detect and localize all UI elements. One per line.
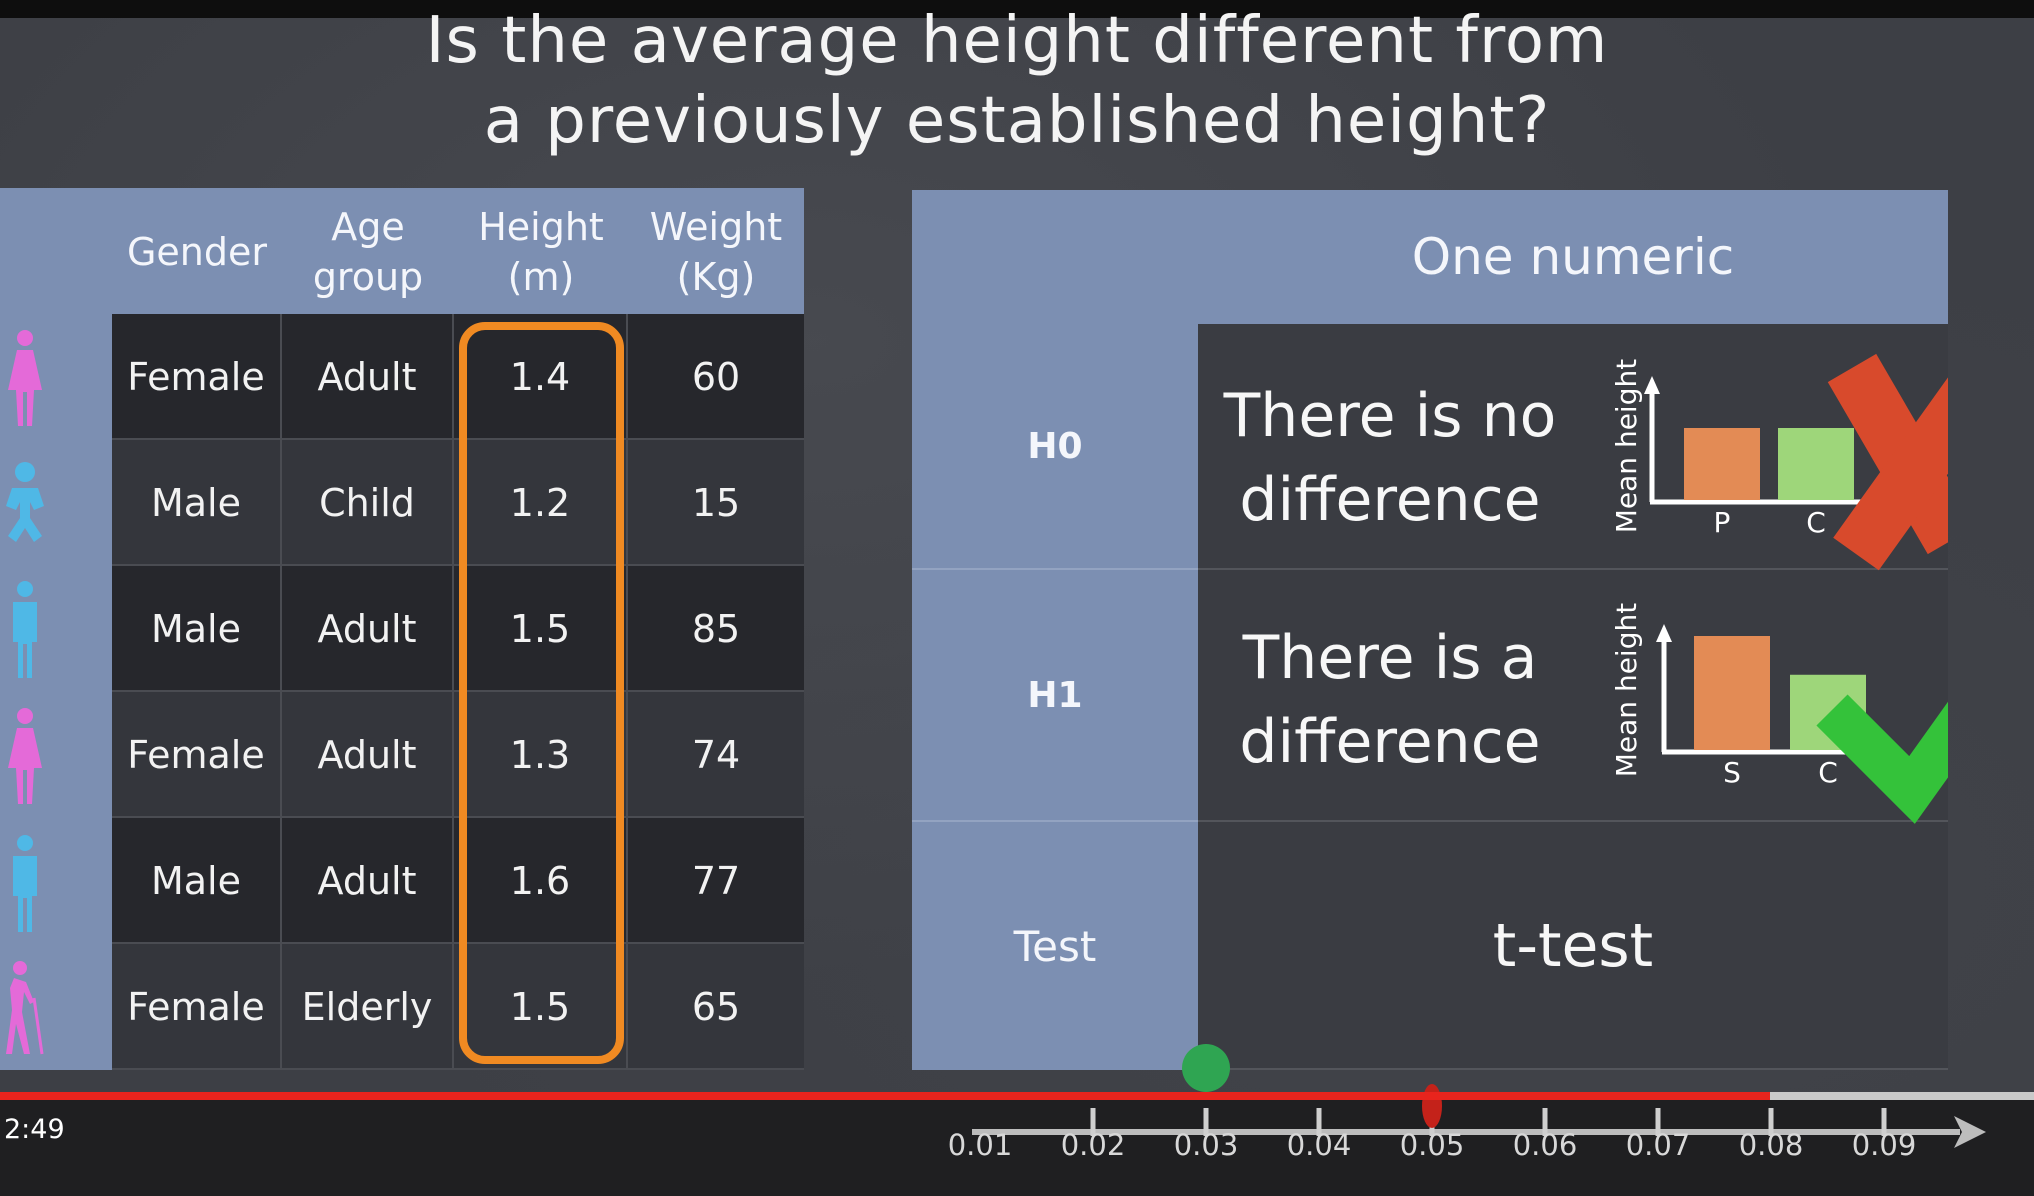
video-progress-fill [0,1092,1770,1100]
axis-tick-label: 0.07 [1625,1128,1691,1162]
axis-tick-label: 0.09 [1851,1128,1917,1162]
axis-tick-label: 0.04 [1286,1128,1352,1162]
cell-gender: Male [112,818,282,944]
cell-gender: Male [112,440,282,566]
axis-arrow [1954,1116,1986,1148]
cell-weight: 74 [691,733,741,777]
red-marker [1422,1084,1442,1128]
video-progress-bar[interactable] [0,1092,2034,1100]
header-age-group: Age group [312,205,424,299]
test-value: t-test [1492,911,1654,981]
cell-weight: 77 [691,859,741,903]
elderly-person-icon [6,961,44,1055]
test-label: Test [1013,921,1097,971]
h0-label: H0 [912,324,1198,570]
table-row: Male Child 1.2 15 [112,440,804,566]
height-column-highlight [459,322,624,1064]
cell-height: 1.3 [454,692,628,818]
axis-tick-label: 0.01 [947,1128,1013,1162]
male-adult-icon [13,581,37,678]
hypothesis-label-column [912,190,1198,1070]
cell-height: 1.5 [454,944,628,1070]
cell-weight: 65 [691,985,741,1029]
video-timestamp: 2:49 [4,1114,65,1145]
video-frame-chalkboard[interactable]: Is the average height different from a p… [0,4,2034,1148]
table-header-row: Gender Age group Height (m) Weight (Kg) [0,188,804,316]
header-height: Height (m) [478,205,604,299]
table-row: Female Adult 1.4 60 [112,314,804,440]
cell-gender: Male [112,566,282,692]
cell-age: Adult [282,692,454,818]
axis-tick-label: 0.02 [1060,1128,1126,1162]
table-row: Female Elderly 1.5 65 [112,944,804,1070]
header-gender: Gender [126,230,268,274]
male-adult-icon [13,835,37,932]
baby-icon [6,462,44,542]
axis-tick-label: 0.08 [1738,1128,1804,1162]
cell-age: Elderly [282,944,454,1070]
cell-weight: 60 [691,355,741,399]
cell-age: Adult [282,314,454,440]
cell-height: 1.2 [454,440,628,566]
table-row: Male Adult 1.6 77 [112,818,804,944]
cell-gender: Female [112,314,282,440]
female-adult-icon [8,708,42,804]
female-adult-icon [8,330,42,426]
h1-label: H1 [912,570,1198,822]
axis-tick-label: 0.06 [1512,1128,1578,1162]
p-value-axis [972,1084,1986,1148]
hypothesis-table: One numeric H0 There is no difference H1… [912,190,1948,1070]
h0-statement: There is no difference [1223,381,1557,535]
green-marker [1182,1044,1230,1092]
cell-height: 1.4 [454,314,628,440]
cell-height: 1.6 [454,818,628,944]
window-top-bar [0,0,2034,18]
slide-title-line-1: Is the average height different from [425,4,1609,78]
cell-age: Child [282,440,454,566]
h1-statement: There is a difference [1239,623,1541,777]
hypothesis-header: One numeric [1198,190,1948,324]
cell-age: Adult [282,818,454,944]
axis-tick-label: 0.03 [1173,1128,1239,1162]
h1-row: There is a difference [1198,570,1948,822]
table-row: Male Adult 1.5 85 [112,566,804,692]
cell-weight: 85 [691,607,741,651]
axis-ticks [1090,1108,1887,1136]
cell-weight: 15 [691,481,741,525]
cell-gender: Female [112,692,282,818]
axis-tick-label: 0.05 [1399,1128,1465,1162]
test-row [1198,822,1948,1070]
data-table: Gender Age group Height (m) Weight (Kg) … [0,188,804,1070]
table-row: Female Adult 1.3 74 [112,692,804,818]
cell-height: 1.5 [454,566,628,692]
slide-title-line-2: a previously established height? [483,84,1551,158]
h0-row: There is no difference [1198,324,1948,570]
cell-gender: Female [112,944,282,1070]
cell-age: Adult [282,566,454,692]
header-weight: Weight (Kg) [649,205,783,299]
